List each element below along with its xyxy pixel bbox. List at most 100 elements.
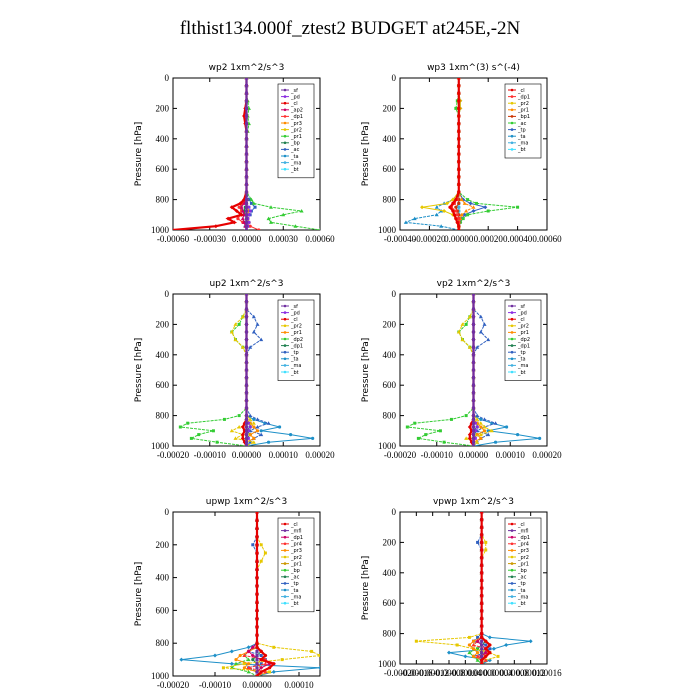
data-point-tp [486,337,491,342]
data-point-cl [451,201,455,205]
panel-title: upwp 1xm^2/s^3 [206,497,287,507]
legend-label: _dp1 [517,535,530,541]
data-point-cl [255,518,259,522]
data-point-cl [480,662,484,664]
data-point-pr3 [467,643,472,647]
data-point-sf [244,228,249,230]
legend-label: _pr1 [290,134,302,140]
plot-area [405,294,542,446]
data-point-cl [255,576,259,580]
data-point-pr2 [460,322,465,326]
data-point-bp [234,661,238,666]
data-point-cl [457,160,461,164]
data-point-ta [504,643,509,647]
data-point-cl [255,633,259,637]
legend: _cl_mfl_dp1_pr4_pr3_pr2_pr1_bp_ac_tp_ta_… [504,517,542,613]
data-point-cl [488,651,492,655]
data-point-mfl [480,647,484,651]
y-tick-label: 0 [392,73,397,83]
data-point-ta [179,657,184,662]
data-point-sf [471,406,476,410]
data-point-sf [471,376,476,380]
legend-label: _pr1 [290,561,302,567]
x-tick-label: -0.00010 [421,450,454,460]
data-point-pr1 [266,216,271,221]
legend-marker [510,141,514,145]
data-point-sf [244,360,249,364]
data-point-cl [255,559,259,563]
data-point-pd [247,205,251,209]
legend-label: _dp2 [517,337,530,343]
legend-label: _cl [517,522,525,528]
data-point-sf [471,322,476,326]
data-point-pr2 [233,337,238,342]
data-point-mfl [255,658,259,662]
data-point-ta [246,645,251,650]
data-point-cl [239,212,244,217]
data-point-sf [471,360,476,364]
legend-marker [510,115,514,118]
data-point-sf [244,99,249,103]
y-tick-label: 400 [156,134,170,144]
data-point-dp2 [189,436,193,440]
data-point-ta [311,436,315,440]
legend-label: _sf [290,88,298,94]
data-point-dp2 [237,414,241,418]
x-tick-label: -0.00010 [194,450,227,460]
data-point-sf [244,353,249,357]
x-tick-label: -0.00012 [417,668,449,678]
series-line-dp2 [405,294,474,446]
data-point-ta [266,440,271,444]
data-point-pr2 [233,436,238,440]
data-point-ma [457,205,461,209]
data-point-dp2 [215,440,219,444]
data-point-cl [451,209,455,213]
legend-marker [283,304,287,308]
legend-marker [283,595,287,598]
data-point-pr3 [238,653,242,658]
data-point-cl [457,91,461,95]
data-point-sf [244,209,249,213]
data-point-pr2 [442,209,447,213]
data-point-ta [229,649,234,654]
legend-marker [510,562,514,565]
data-point-cl [255,567,259,572]
data-point-sf [244,78,249,80]
legend-label: _bp [290,141,300,147]
y-tick-label: 200 [383,103,397,113]
data-point-sf [244,114,249,118]
data-point-sf [244,182,249,186]
data-point-pr4 [263,669,268,674]
legend-label: _pr1 [517,561,529,567]
legend-marker [283,575,287,579]
data-point-bp [475,658,480,662]
data-point-dp1 [457,217,461,221]
legend-label: _ta [290,357,299,363]
legend: _cl_dp1_pr2_pr1_bp1_ac_tp_ta_ma_bt [504,83,542,159]
y-tick-label: 800 [156,195,170,205]
x-tick-label: 0.00016 [532,668,562,678]
data-point-tp [488,647,492,651]
data-point-sf [244,307,249,311]
plot-area [414,512,533,664]
data-point-pr1 [269,205,273,209]
legend-marker [283,549,287,552]
data-point-sf [244,144,249,148]
data-point-cl [457,167,461,171]
data-point-ta [516,433,520,437]
legend-marker [510,575,514,579]
data-point-pd [473,429,477,433]
data-point-ac [466,198,470,202]
data-point-mfl [480,643,484,647]
legend-marker [510,108,514,112]
legend-marker [283,364,287,367]
plot-area [179,512,320,676]
x-tick-label: -0.00020 [157,450,190,460]
data-point-sf [244,391,249,395]
data-point-sf [471,345,476,349]
y-tick-label: 600 [156,605,170,615]
data-point-pr2 [482,425,487,429]
legend-label: _ac [517,575,527,581]
legend-marker [283,128,287,131]
x-tick-label: 0.00000 [459,450,489,460]
